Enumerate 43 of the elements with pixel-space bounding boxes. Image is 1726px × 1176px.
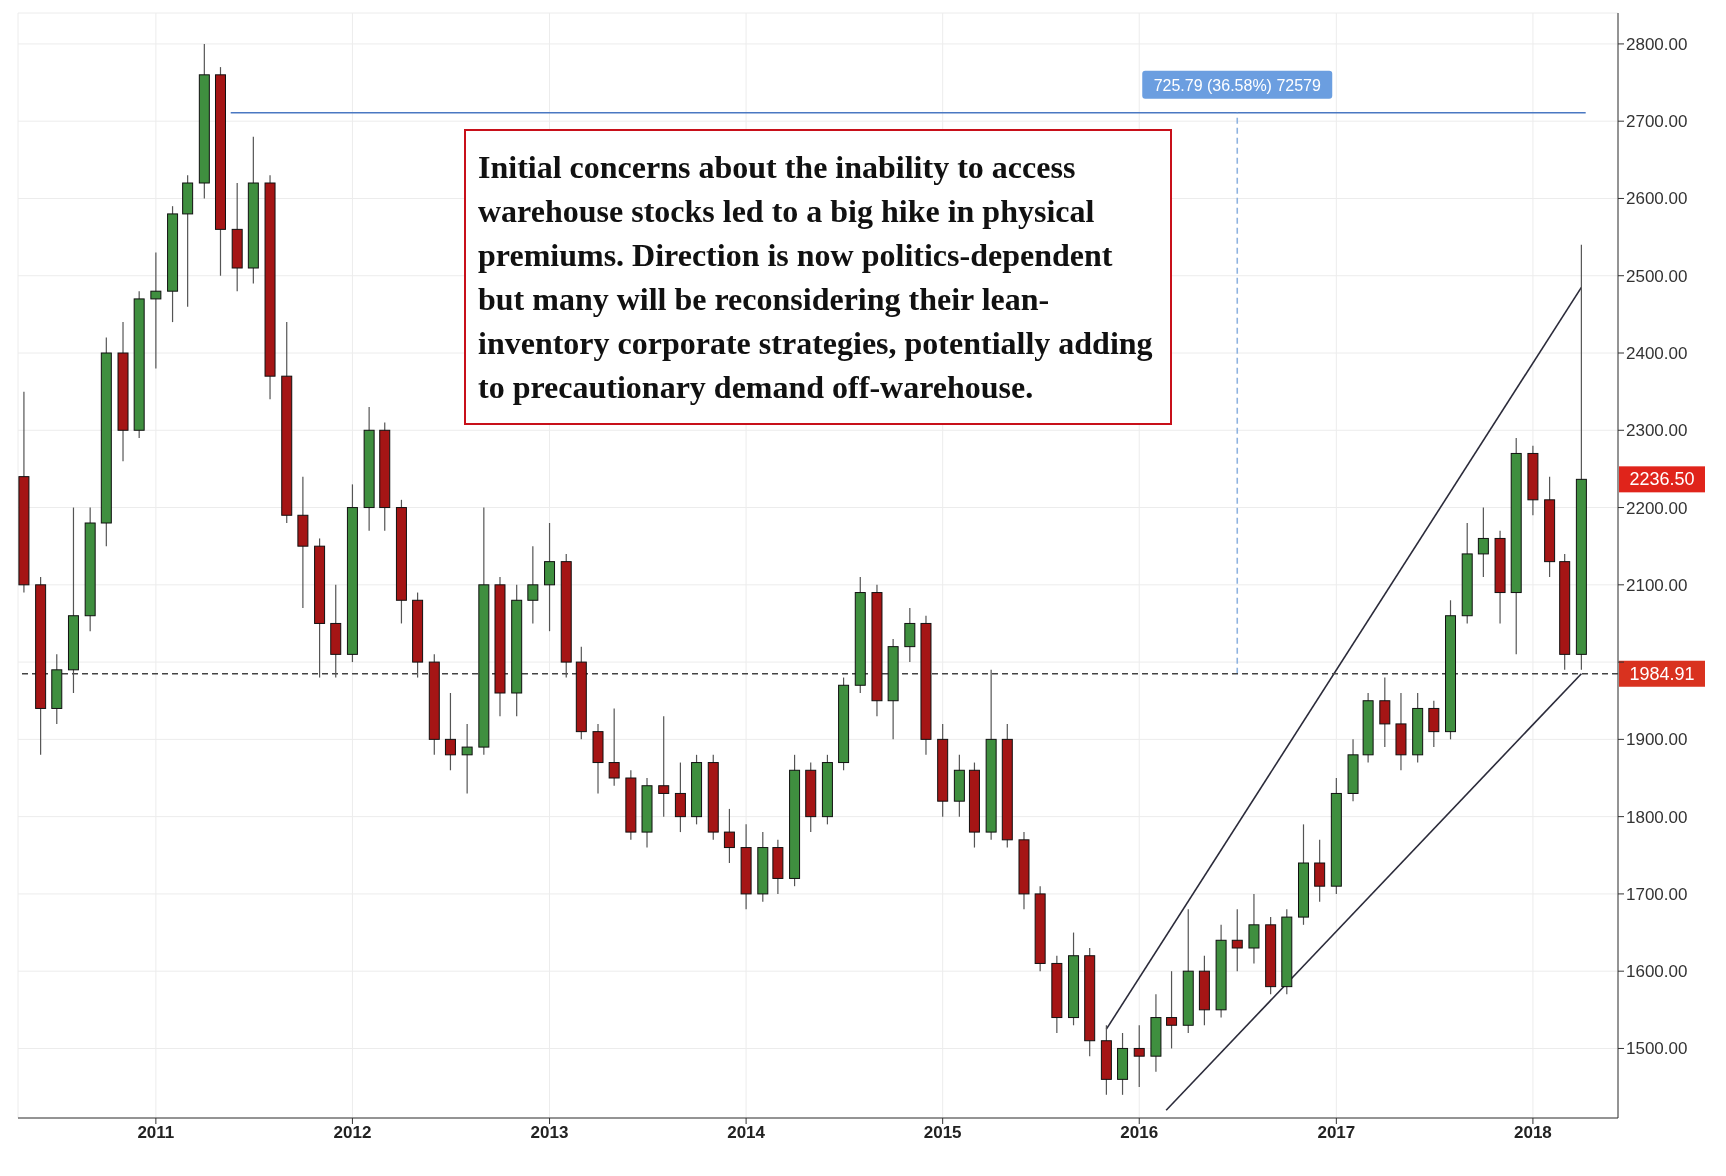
x-tick-label: 2017 <box>1317 1123 1356 1143</box>
x-tick-label: 2018 <box>1514 1123 1552 1143</box>
y-tick-label: 2200.00 <box>1626 498 1688 518</box>
y-tick-label: 2400.00 <box>1626 344 1688 364</box>
candlestick <box>658 715 670 818</box>
x-tick-label: 2012 <box>333 1123 372 1143</box>
y-tick-label: 2700.00 <box>1626 112 1688 132</box>
y-tick-label: 2600.00 <box>1626 189 1688 209</box>
candlestick <box>1477 506 1489 578</box>
annotation: 2236.50 <box>1629 469 1695 490</box>
candlestick <box>1133 1024 1145 1088</box>
y-tick-label: 2300.00 <box>1626 421 1688 441</box>
y-tick-label: 1800.00 <box>1626 807 1688 827</box>
candlestick <box>461 723 473 795</box>
candlestick <box>1231 908 1243 972</box>
annotation: Initial concerns about the inability to access warehouse stocks led to a big hike in physical premiums. Direction is now politics-dependent but many will be reconsidering their lean-inventory corporate strategies, potentially adding to precautionary demand off-warehouse. <box>464 129 1172 425</box>
candlestick <box>527 545 539 625</box>
candlestick <box>544 522 556 632</box>
x-tick-label: 2011 <box>137 1123 175 1143</box>
candlestick <box>1248 893 1260 965</box>
annotation: 725.79 (36.58%) 72579 <box>1153 76 1321 94</box>
candlestick <box>904 607 916 663</box>
y-tick-label: 2500.00 <box>1626 266 1688 286</box>
x-tick-label: 2015 <box>923 1123 962 1143</box>
y-tick-label: 2100.00 <box>1626 575 1688 595</box>
candlestick <box>1428 700 1440 748</box>
y-tick-label: 2800.00 <box>1626 34 1688 54</box>
candlestick <box>444 692 456 771</box>
candlestick <box>1166 970 1178 1050</box>
x-tick-label: 2016 <box>1120 1123 1159 1143</box>
x-tick-label: 2014 <box>727 1123 766 1143</box>
y-tick-label: 1600.00 <box>1626 962 1688 982</box>
y-tick-label: 1700.00 <box>1626 884 1688 904</box>
candlestick <box>608 707 620 787</box>
candlestick <box>723 808 735 864</box>
candlestick <box>150 251 162 370</box>
candlestick <box>1314 839 1326 903</box>
y-tick-label: 1500.00 <box>1626 1039 1688 1059</box>
y-tick-label: 1900.00 <box>1626 730 1688 750</box>
candlestick <box>1379 676 1391 748</box>
candlestick <box>674 761 686 833</box>
x-tick-label: 2013 <box>530 1123 569 1143</box>
ref-line-label: 1984.91 <box>1629 663 1695 684</box>
